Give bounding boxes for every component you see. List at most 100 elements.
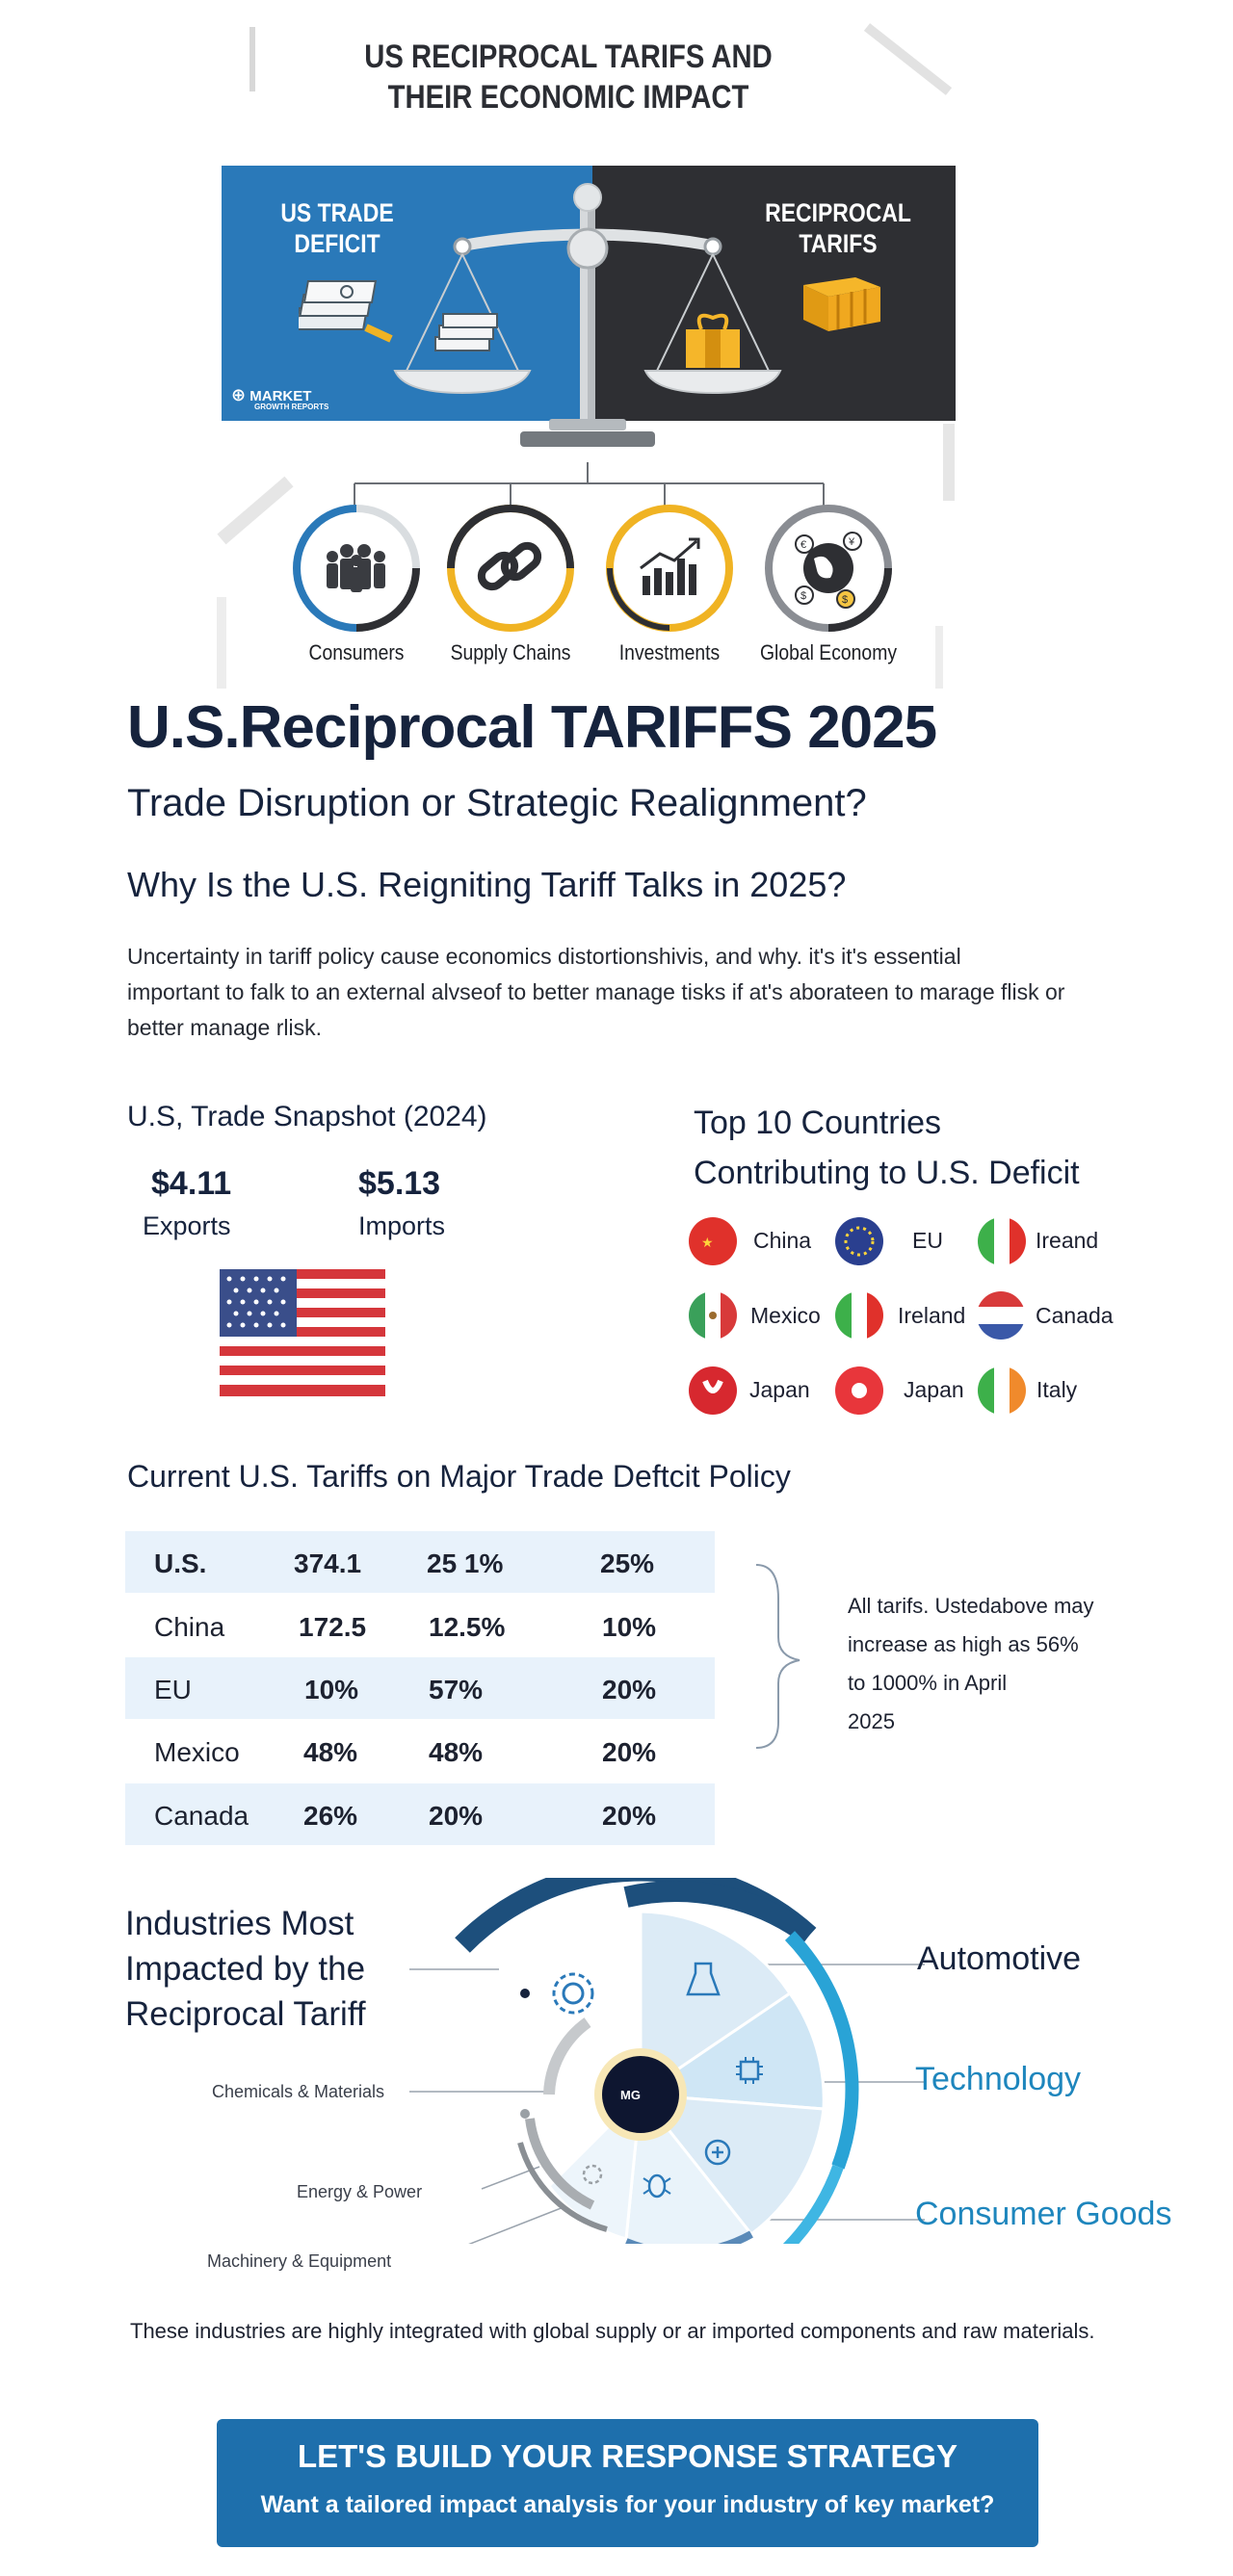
bug-icon: [643, 2173, 671, 2199]
global-economy-circle: € ¥ $ $: [765, 505, 892, 632]
ireland-flag-icon: [835, 1291, 883, 1340]
table-cell: Mexico: [154, 1737, 240, 1767]
table-cell: 10%: [304, 1675, 359, 1704]
svg-text:★: ★: [701, 1235, 714, 1250]
netherlands-flag-icon: [977, 1291, 1025, 1340]
country-italy: Italy: [1036, 1377, 1078, 1402]
reciprocal-tariffs-label-line1: RECIPROCAL: [765, 198, 911, 227]
eu-flag-icon: [835, 1217, 883, 1265]
crate-icon: [803, 277, 880, 331]
intro-paragraph: Uncertainty in tariff policy cause econo…: [127, 939, 1129, 1046]
country-eu: EU: [912, 1228, 943, 1253]
country-ireand: Ireand: [1036, 1228, 1099, 1253]
industry-technology: Technology: [915, 2061, 1082, 2097]
tariff-note-line4: 2025: [848, 1709, 895, 1733]
table-cell: U.S.: [154, 1548, 207, 1578]
svg-text:€: €: [800, 539, 806, 551]
globe-currency-icon: € ¥ $ $: [795, 532, 862, 609]
industry-automotive: Automotive: [917, 1940, 1082, 1977]
cta-banner[interactable]: LET'S BUILD YOUR RESPONSE STRATEGY Want …: [217, 2419, 1038, 2547]
table-cell: 25 1%: [427, 1548, 504, 1578]
hero-title: US RECIPROCAL TARIFS AND THEIR ECONOMIC …: [353, 37, 783, 117]
trade-deficit-label: US TRADE DEFICIT: [272, 197, 403, 259]
svg-text:$: $: [842, 594, 848, 606]
gear-icon: [552, 1972, 594, 2015]
industry-energy-power: Energy & Power: [297, 2182, 423, 2201]
country-ireland: Ireland: [898, 1303, 966, 1328]
top-countries-title-line1: Top 10 Countries: [694, 1105, 942, 1141]
reciprocal-tariffs-label-line2: TARIFS: [799, 229, 878, 258]
table-row: Canada 26% 20% 20%: [125, 1783, 715, 1845]
industries-radial-diagram: MG: [409, 1878, 925, 2244]
balance-scale-icon: [393, 183, 782, 447]
auto-dot-icon: [520, 1989, 530, 1998]
intro-paragraph-line2: important to falk to an external alvseof…: [127, 979, 1065, 1004]
industry-consumer-goods: Consumer Goods: [915, 2196, 1172, 2232]
exports-value: $4.11: [151, 1165, 232, 1202]
table-cell: 12.5%: [429, 1612, 506, 1642]
trade-snapshot-title: U.S, Trade Snapshot (2024): [127, 1101, 487, 1132]
category-connector-lines: [354, 462, 825, 510]
ireland-flag-icon: [978, 1366, 1026, 1415]
table-cell: 20%: [602, 1675, 657, 1704]
category-label-consumers: Consumers: [308, 640, 405, 664]
table-row: China 172.5 12.5% 10%: [125, 1595, 715, 1656]
industries-title-line1: Industries Most: [125, 1905, 354, 1942]
page-subtitle: Trade Disruption or Strategic Realignmen…: [127, 782, 867, 824]
table-cell: 25%: [600, 1548, 655, 1578]
hero-title-line1: US RECIPROCAL TARIFS AND: [364, 39, 773, 75]
flask-icon: [686, 1962, 721, 1996]
table-cell: 172.5: [299, 1612, 367, 1642]
cta-heading: LET'S BUILD YOUR RESPONSE STRATEGY: [297, 2438, 958, 2474]
tariff-note-line1: All tarifs. Ustedabove may: [848, 1594, 1094, 1618]
top-countries-title-line2: Contributing to U.S. Deficit: [694, 1155, 1080, 1191]
table-cell: 374.1: [294, 1548, 362, 1578]
industries-footnote: These industries are highly integrated w…: [130, 2319, 1095, 2343]
us-flag-icon: [220, 1269, 385, 1396]
exports-label: Exports: [143, 1211, 231, 1240]
intro-paragraph-line1: Uncertainty in tariff policy cause econo…: [127, 944, 961, 969]
energy-dot-icon: [520, 2109, 530, 2119]
table-cell: 57%: [429, 1675, 484, 1704]
table-cell: 26%: [303, 1801, 358, 1831]
table-cell: 20%: [602, 1801, 657, 1831]
imports-value: $5.13: [358, 1165, 441, 1202]
table-cell: EU: [154, 1675, 192, 1704]
country-canada: Canada: [1036, 1303, 1114, 1328]
country-japan: Japan: [749, 1377, 810, 1402]
table-cell: 20%: [429, 1801, 484, 1831]
country-japan-2: Japan: [904, 1377, 964, 1402]
bar-chart-icon: [640, 537, 700, 595]
tariff-note-line2: increase as high as 56%: [848, 1632, 1079, 1656]
category-label-supply-chains: Supply Chains: [450, 640, 571, 664]
intro-paragraph-line3: better manage rlisk.: [127, 1015, 322, 1040]
logo-text: MARKET: [249, 388, 312, 404]
top-countries-title: Top 10 Countries Contributing to U.S. De…: [694, 1098, 1080, 1198]
tariff-note: All tarifs. Ustedabove may increase as h…: [848, 1587, 1156, 1741]
svg-text:¥: ¥: [848, 536, 855, 548]
center-logo: MG: [620, 2088, 641, 2102]
cta-subtext: Want a tailored impact analysis for your…: [260, 2491, 995, 2518]
japan-flag-icon: [835, 1366, 883, 1415]
money-stack-icon: [299, 280, 393, 343]
table-cell: 10%: [602, 1612, 657, 1642]
table-cell: 48%: [303, 1737, 358, 1767]
svg-text:$: $: [800, 590, 806, 602]
table-row: U.S. 374.1 25 1% 25%: [125, 1531, 715, 1593]
consumers-circle: [293, 505, 420, 632]
note-brace-icon: [755, 1564, 800, 1749]
consumer-goods-icon: [704, 2139, 731, 2166]
peru-flag-icon: [689, 1366, 737, 1415]
trade-deficit-label-line1: US TRADE: [280, 198, 394, 227]
country-mexico: Mexico: [750, 1303, 821, 1328]
logo-subtext: GROWTH REPORTS: [254, 403, 329, 411]
table-cell: 48%: [429, 1737, 484, 1767]
table-cell: Canada: [154, 1801, 249, 1831]
industries-title-line2: Impacted by the: [125, 1950, 366, 1988]
industries-title-line3: Reciprocal Tariff: [125, 1995, 366, 2033]
china-flag-icon: ★: [689, 1217, 737, 1265]
industry-chemicals-materials: Chemicals & Materials: [212, 2082, 385, 2101]
table-cell: 20%: [602, 1737, 657, 1767]
chain-link-icon: [477, 541, 542, 591]
table-cell: China: [154, 1612, 225, 1642]
